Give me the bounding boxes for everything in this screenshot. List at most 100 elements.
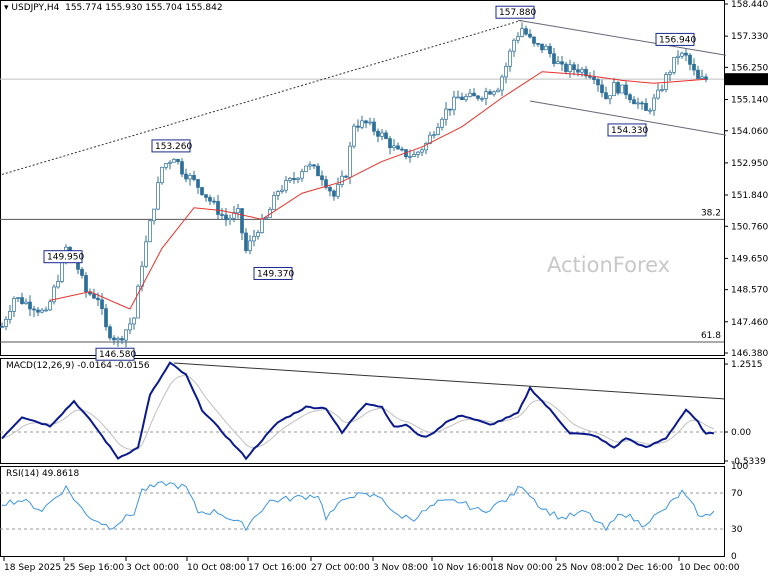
price-tick-label: 148.570 xyxy=(731,286,768,296)
candle-body xyxy=(300,171,304,179)
candle-body xyxy=(192,175,196,180)
candle-body xyxy=(320,175,324,181)
candle-body xyxy=(368,121,372,124)
candle-body xyxy=(116,338,120,341)
candle-body xyxy=(328,187,332,192)
macd-tick-label: 0.00 xyxy=(731,428,751,438)
candle-body xyxy=(36,309,40,313)
macd-line xyxy=(1,361,715,461)
chart-header: ▾ USDJPY,H4 155.774 155.930 155.704 155.… xyxy=(4,3,223,13)
candle-body xyxy=(24,301,28,304)
candle-body xyxy=(632,99,636,105)
candle-body xyxy=(208,197,212,202)
candle-body xyxy=(176,158,180,162)
price-annotation-box xyxy=(253,266,293,280)
candle-body xyxy=(504,65,508,78)
trendline xyxy=(1,19,523,175)
candle-body xyxy=(380,132,384,137)
candle-body xyxy=(384,132,388,139)
rsi-tick-label: 100 xyxy=(731,462,748,472)
candle-body xyxy=(280,189,284,192)
candle-body xyxy=(448,108,452,111)
candle-body xyxy=(180,161,184,175)
price-annotation-label: 149.370 xyxy=(257,269,294,279)
candle-body xyxy=(256,232,260,237)
candle-body xyxy=(692,63,696,71)
candle-body xyxy=(512,39,516,52)
candle-body xyxy=(696,69,700,79)
price-annotation-label: 156.940 xyxy=(659,35,696,45)
candle-body xyxy=(8,311,12,320)
candle-body xyxy=(168,161,172,164)
time-tick-label: 18 Sep 2025 xyxy=(4,563,61,573)
time-tick-label: 17 Oct 16:00 xyxy=(248,563,307,573)
rsi-tick-label: 0 xyxy=(731,552,737,562)
candle-body xyxy=(532,36,536,44)
candle-body xyxy=(680,52,684,57)
candle-body xyxy=(488,91,492,95)
price-tick-label: 147.460 xyxy=(731,318,768,328)
candle-body xyxy=(260,218,264,233)
macd-label: MACD(12,26,9) -0.0164 -0.0156 xyxy=(6,361,150,371)
price-annotation-box xyxy=(607,123,647,137)
price-tick-label: 151.840 xyxy=(731,191,768,201)
candle-body xyxy=(156,182,160,210)
candle-body xyxy=(96,297,100,301)
candle-body xyxy=(540,43,544,51)
candle-body xyxy=(196,179,200,188)
moving-average-line xyxy=(49,71,707,310)
time-tick-label: 10 Nov 16:00 xyxy=(432,563,493,573)
candle-body xyxy=(28,301,32,310)
candle-body xyxy=(112,337,116,341)
candle-body xyxy=(652,97,656,111)
candle-body xyxy=(20,297,24,304)
time-tick-label: 3 Nov 08:00 xyxy=(373,563,428,573)
candle-body xyxy=(624,84,628,96)
candle-body xyxy=(124,329,128,341)
candle-body xyxy=(556,61,560,64)
candle-body xyxy=(464,96,468,101)
macd-signal-line xyxy=(1,375,715,450)
time-tick-label: 25 Sep 16:00 xyxy=(64,563,124,573)
candle-body xyxy=(80,269,84,276)
time-tick-label: 25 Nov 08:00 xyxy=(556,563,617,573)
time-tick-label: 27 Oct 00:00 xyxy=(311,563,370,573)
trendline xyxy=(529,100,727,136)
current-price-box xyxy=(725,73,768,86)
candle-body xyxy=(544,45,548,51)
candle-body xyxy=(408,156,412,158)
candle-body xyxy=(376,130,380,137)
dropdown-arrow-icon[interactable]: ▾ xyxy=(4,3,9,13)
candle-body xyxy=(172,158,176,163)
candle-body xyxy=(656,89,660,99)
candle-body xyxy=(612,82,616,97)
time-tick-label: 2 Dec 16:00 xyxy=(618,563,673,573)
candle-body xyxy=(40,309,44,313)
candle-body xyxy=(584,69,588,77)
candle-body xyxy=(608,95,612,100)
candle-body xyxy=(684,52,688,56)
trendline xyxy=(517,19,727,56)
candle-body xyxy=(348,145,352,178)
rsi-label: RSI(14) 49.8618 xyxy=(6,469,80,479)
price-tick-label: 157.330 xyxy=(731,32,768,42)
fib-label: 61.8 xyxy=(701,331,721,341)
candle-body xyxy=(672,57,676,73)
candle-body xyxy=(228,217,232,221)
candle-body xyxy=(616,82,620,94)
price-tick-label: 146.380 xyxy=(731,349,768,359)
candle-body xyxy=(340,175,344,185)
price-tick-label: 149.650 xyxy=(731,254,768,264)
candle-body xyxy=(660,89,664,91)
candle-body xyxy=(508,50,512,67)
candle-body xyxy=(564,63,568,72)
candle-body xyxy=(592,76,596,80)
candle-body xyxy=(604,92,608,100)
candle-body xyxy=(12,298,16,312)
candle-body xyxy=(220,214,224,216)
candle-body xyxy=(128,323,132,331)
price-tick-label: 155.140 xyxy=(731,96,768,106)
time-tick-label: 3 Oct 00:00 xyxy=(126,563,179,573)
candle-body xyxy=(524,28,528,35)
